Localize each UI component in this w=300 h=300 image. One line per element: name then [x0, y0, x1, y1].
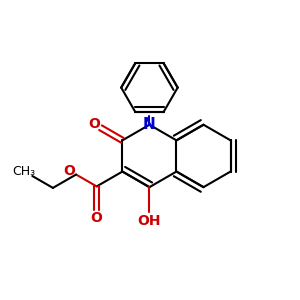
Text: N: N: [143, 117, 156, 132]
Text: OH: OH: [138, 214, 161, 228]
Text: O: O: [91, 211, 103, 225]
Text: CH₃: CH₃: [13, 165, 36, 178]
Text: O: O: [63, 164, 75, 178]
Text: O: O: [88, 117, 100, 131]
